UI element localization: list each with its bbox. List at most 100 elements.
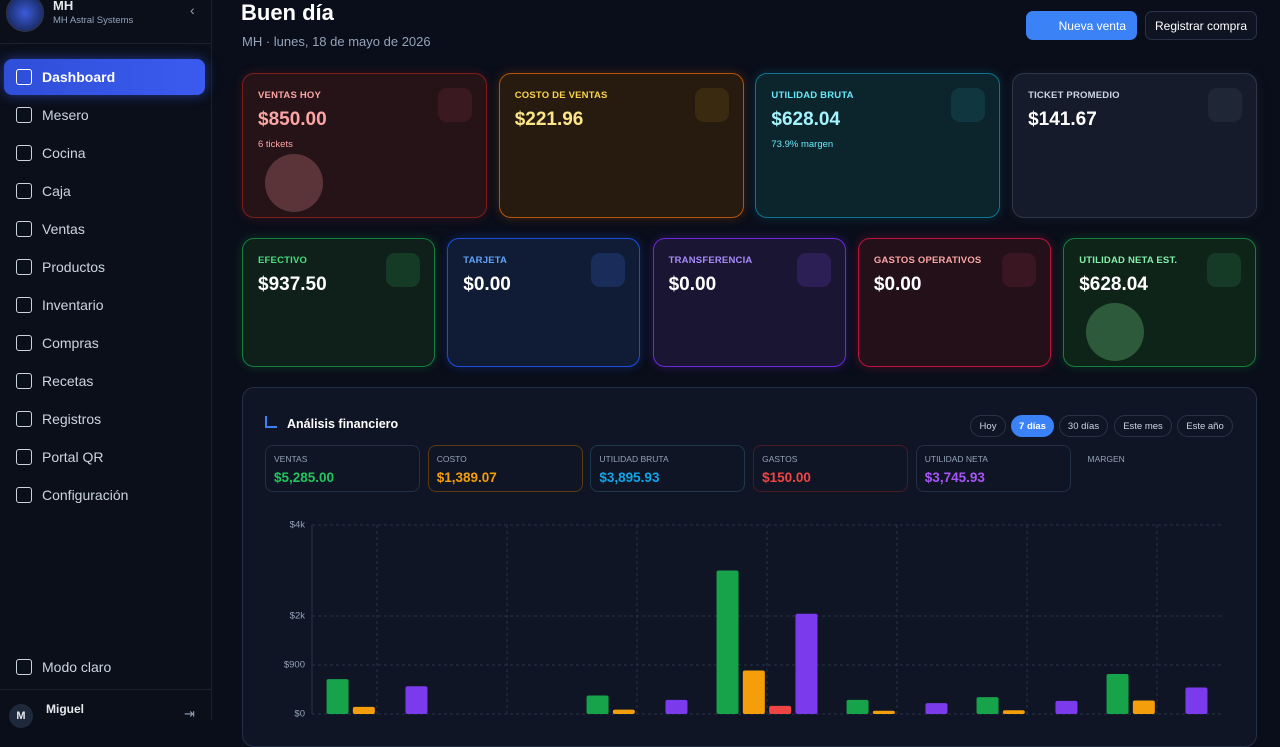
bar [795,613,818,714]
range-pill[interactable]: Hoy [970,415,1006,437]
kpi-card: VENTAS HOY $850.00 6 tickets [242,73,487,218]
kpi-value: $850.00 [258,109,327,130]
theme-toggle[interactable]: Modo claro [4,649,205,685]
nav-item[interactable]: Inventario [4,287,205,323]
range-pill[interactable]: 30 días [1059,415,1108,437]
summary-item: GASTOS $150.00 [753,445,909,492]
summary-value: $3,745.93 [924,470,985,485]
user-name: Miguel [46,702,84,716]
y-tick-label: $900 [284,660,305,671]
bar [976,697,999,714]
kpi-icon [1208,88,1243,122]
kpi-value: $628.04 [771,109,841,130]
divider [0,689,212,690]
y-tick-label: $4k [290,520,306,531]
kpi-value: $221.96 [514,109,584,130]
decoration [1086,303,1145,361]
summary-item: UTILIDAD NETA $3,745.93 [915,445,1071,492]
bar [1185,687,1208,714]
kpi-value: $937.50 [258,274,327,295]
kpi-icon [1001,253,1036,287]
kpi-card: UTILIDAD NETA EST. $628.04 [1063,238,1257,367]
logout-button[interactable]: ⇥ [184,706,195,721]
kpi-value: $0.00 [668,274,717,295]
kpi-icon [438,88,472,122]
brand-title: MH [53,0,74,13]
nav-item[interactable]: Portal QR [4,439,205,475]
sidebar: MH MH Astral Systems ‹ Dashboard Mesero Co… [0,0,212,728]
summary-label: MARGEN [1087,454,1125,464]
kpi-card: TARJETA $0.00 [447,238,641,367]
collapse-button[interactable]: ‹ [190,2,195,18]
bar [1132,700,1155,714]
kpi-value: $141.67 [1028,109,1097,130]
bar [352,706,375,714]
kpi-card: GASTOS OPERATIVOS $0.00 [857,238,1051,367]
bar [742,670,765,714]
kpi-card: UTILIDAD BRUTA $628.04 73.9% margen [755,73,1001,218]
kpi-label: UTILIDAD NETA EST. [1079,255,1178,266]
bar-chart: $0 $900 $2k $4k [284,520,1222,720]
decoration [265,154,323,212]
nav-item[interactable]: Dashboard [4,59,205,95]
nav-item[interactable]: Caja [4,173,205,209]
bar [612,709,635,714]
bar [1002,710,1025,714]
nav-item[interactable]: Ventas [4,211,205,247]
bar [716,570,739,714]
y-tick-label: $2k [290,611,306,622]
summary-item: COSTO $1,389.07 [427,445,583,492]
kpi-label: VENTAS HOY [258,90,322,101]
kpi-label: EFECTIVO [258,255,308,266]
nav-item[interactable]: Registros [4,401,205,437]
kpi-card: TRANSFERENCIA $0.00 [652,238,846,367]
kpi-note: 6 tickets [258,139,293,150]
bar [665,699,688,714]
bar [1106,673,1129,714]
summary-value: $150.00 [762,470,811,485]
divider [0,43,212,44]
nav-item[interactable]: Cocina [4,135,205,171]
range-pill[interactable]: Este mes [1114,415,1172,437]
new-sale-button[interactable]: Nueva venta [1026,11,1137,40]
summary-value: $3,895.93 [599,470,660,485]
summary-label: COSTO [436,454,467,464]
kpi-label: TRANSFERENCIA [668,255,753,266]
summary-label: GASTOS [762,454,798,464]
kpi-value: $0.00 [463,274,511,295]
kpi-value: $0.00 [873,274,922,295]
summary-label: UTILIDAD BRUTA [599,454,669,464]
kpi-card: EFECTIVO $937.50 [242,238,435,367]
kpi-label: COSTO DE VENTAS [514,90,608,101]
bar [846,699,869,714]
brand-subtitle: MH Astral Systems [53,15,134,26]
summary-item: VENTAS $5,285.00 [265,445,420,492]
kpi-icon [951,88,986,122]
bar [925,703,948,714]
kpi-label: GASTOS OPERATIVOS [873,255,982,266]
nav-item[interactable]: Configuración [4,477,205,513]
range-pill[interactable]: 7 días [1011,415,1054,437]
kpi-note: 73.9% margen [771,139,834,150]
bar [769,705,792,714]
bar [405,686,428,714]
brand-logo [6,0,44,32]
range-pill[interactable]: Este año [1177,415,1233,437]
summary-label: VENTAS [274,454,308,464]
page-subtitle: MH · lunes, 18 de mayo de 2026 [242,34,431,49]
kpi-icon [1207,253,1242,287]
nav-item[interactable]: Compras [4,325,205,361]
y-tick-label: $0 [294,709,305,720]
summary-value: $1,389.07 [436,470,497,485]
nav-item[interactable]: Recetas [4,363,205,399]
kpi-label: TARJETA [463,255,508,266]
summary-item: UTILIDAD BRUTA $3,895.93 [590,445,746,492]
nav-item[interactable]: Productos [4,249,205,285]
summary-value: $5,285.00 [274,470,335,485]
page-title: Buen día [241,0,334,25]
kpi-icon [591,253,626,287]
chart-icon [265,416,277,428]
kpi-icon [694,88,729,122]
register-purchase-button[interactable]: Registrar compra [1145,11,1257,40]
nav-item[interactable]: Mesero [4,97,205,133]
